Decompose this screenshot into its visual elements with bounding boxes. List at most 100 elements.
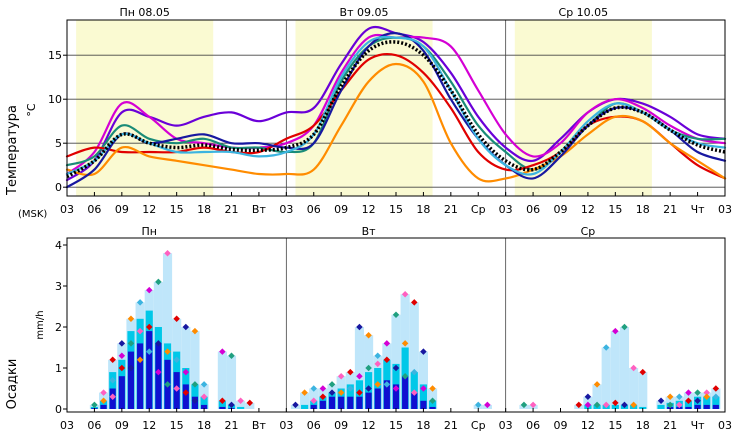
precip-dot-41-1 [612, 399, 619, 407]
precip-day-label-0: Пн [142, 225, 157, 238]
precip-bar-cyan-48 [684, 400, 693, 409]
precip-dot-51-1 [712, 393, 720, 400]
temperature-xtick-label-9: 06 [307, 203, 321, 216]
precip-bar-blue-31 [420, 400, 427, 409]
temperature-xtick-label-16: 03 [499, 203, 513, 216]
precip-bar-blue-12 [201, 404, 208, 409]
precip-dot-31-0 [420, 348, 427, 355]
precip-dot-19-0 [310, 385, 318, 392]
precip-dot-18-0 [301, 389, 308, 396]
precip-dot-51-0 [712, 385, 720, 392]
precip-dot-43-0 [630, 364, 637, 372]
precip-bar-blue-6 [146, 331, 153, 409]
precip-dot-10-2 [182, 389, 190, 396]
precip-bar-blue-7 [155, 343, 162, 409]
precipitation-xtick-label-2: 09 [115, 419, 129, 431]
precip-dot-11-2 [191, 397, 199, 405]
precip-bar-max-44 [638, 372, 648, 409]
precip-dot-31-1 [420, 385, 427, 392]
precip-dot-21-0 [328, 381, 336, 388]
precip-bar-cyan-12 [200, 396, 208, 409]
precip-bar-max-28 [391, 314, 401, 409]
precip-dot-25-1 [365, 364, 372, 372]
temperature-xtick-label-3: 12 [142, 203, 156, 216]
precip-dot-49-1 [694, 397, 701, 405]
precip-bar-blue-49 [694, 404, 701, 409]
precip-dot-20-0 [319, 385, 327, 392]
precipitation-xtick-label-17: 06 [526, 419, 540, 431]
precip-ytick-label-2: 2 [55, 321, 62, 334]
precipitation-xtick-label-23: Чт [691, 419, 706, 431]
precip-dot-11-1 [191, 381, 199, 388]
temperature-xtick-label-2: 09 [115, 203, 129, 216]
timezone-label: (MSK) [18, 209, 47, 220]
precipitation-axis-label: Осадки [5, 359, 20, 410]
precipitation-xtick-label-4: 15 [170, 419, 184, 431]
temperature-ytick-label-3: 15 [48, 49, 62, 62]
precip-bar-max-31 [418, 351, 428, 409]
precip-bar-blue-13 [219, 406, 226, 409]
precipitation-xtick-label-13: 18 [416, 419, 430, 431]
precip-dot-33-0 [474, 401, 482, 409]
precip-bar-cyan-51 [712, 396, 720, 409]
temperature-xtick-label-15: Ср [471, 203, 486, 216]
precipitation-xtick-label-5: 18 [197, 419, 211, 431]
precip-dot-34-0 [484, 401, 491, 409]
precip-bar-max-15 [236, 400, 246, 409]
precip-dot-9-1 [173, 356, 180, 364]
precipitation-xtick-label-19: 12 [581, 419, 595, 431]
precip-dot-50-1 [703, 393, 710, 400]
precip-bar-cyan-15 [237, 406, 245, 409]
precip-bar-max-13 [217, 351, 227, 409]
temperature-xtick-label-4: 15 [170, 203, 184, 216]
day-band-label-1: Вт 09.05 [340, 6, 389, 19]
precip-dot-8-0 [164, 249, 171, 257]
day-band-label-0: Пн 08.05 [119, 6, 169, 19]
precip-day-label-2: Ср [581, 225, 596, 238]
precipitation-xtick-label-8: 03 [279, 419, 293, 431]
precip-bar-max-11 [190, 331, 200, 409]
temperature-xtick-label-14: 21 [444, 203, 458, 216]
precip-bar-blue-30 [411, 392, 418, 409]
precip-dot-37-0 [575, 401, 583, 409]
precip-dot-28-2 [392, 385, 400, 392]
temperature-xtick-label-20: 15 [608, 203, 622, 216]
precip-dot-10-0 [182, 323, 190, 331]
precipitation-xtick-label-14: 21 [444, 419, 458, 431]
precip-bar-blue-25 [365, 392, 372, 409]
precip-bar-cyan-18 [301, 404, 309, 409]
precip-dot-17-0 [292, 401, 299, 409]
precip-bar-blue-50 [703, 404, 710, 409]
precip-day-label-1: Вт [362, 225, 377, 238]
precip-bar-max-41 [610, 331, 620, 409]
precip-dot-22-1 [337, 389, 345, 396]
precip-dot-36-0 [529, 401, 537, 409]
temperature-panel: 0 5 10 15 03 06 09 12 15 18 21 Вт 03 06 09 12 15 18 21 Ср 0… [5, 6, 732, 220]
precipitation-xtick-label-21: 18 [636, 419, 650, 431]
precip-dot-28-1 [392, 364, 400, 372]
precip-dot-6-0 [145, 286, 153, 294]
precip-dot-5-0 [136, 299, 144, 306]
precip-dot-35-0 [520, 401, 528, 409]
precip-dot-27-2 [383, 381, 391, 388]
precip-ytick-label-3: 3 [55, 280, 62, 293]
precip-dot-47-1 [676, 401, 683, 409]
precip-dot-30-0 [411, 299, 418, 306]
temperature-xtick-label-7: Вт [252, 203, 267, 216]
temperature-xtick-label-1: 06 [87, 203, 101, 216]
precipitation-xtick-label-12: 15 [389, 419, 403, 431]
precip-dot-48-0 [685, 389, 692, 396]
precipitation-xtick-label-10: 09 [334, 419, 348, 431]
day-band-0 [76, 20, 214, 196]
precip-dot-14-0 [228, 352, 235, 359]
precip-dot-40-0 [602, 344, 610, 351]
precip-bar-blue-28 [392, 384, 400, 409]
precipitation-xtick-label-11: 12 [362, 419, 376, 431]
temperature-xtick-label-18: 09 [554, 203, 568, 216]
precip-dot-23-1 [347, 385, 354, 392]
precip-dot-4-2 [127, 364, 135, 372]
precip-dot-5-2 [136, 356, 144, 364]
temperature-series-model-7 [65, 35, 727, 176]
